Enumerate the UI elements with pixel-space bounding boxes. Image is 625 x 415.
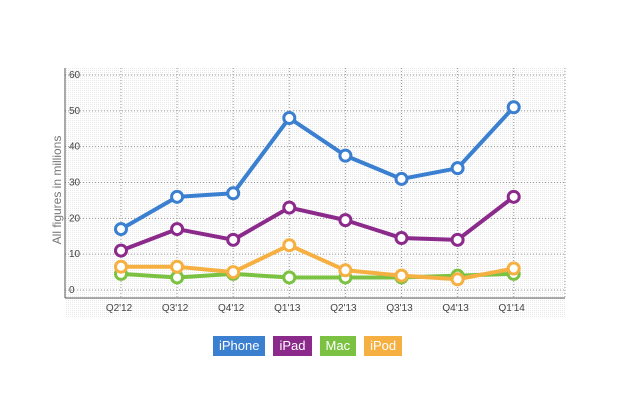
- x-tick-label: Q4'13: [442, 303, 469, 314]
- data-point-iphone[interactable]: [226, 186, 241, 201]
- y-axis-label: All figures in millions: [50, 136, 64, 245]
- data-point-ipad[interactable]: [114, 243, 128, 258]
- data-point-iphone[interactable]: [282, 111, 297, 125]
- data-point-ipad[interactable]: [170, 222, 185, 237]
- y-tick-label: 60: [69, 70, 81, 81]
- axes: 0 10 20 30 40 50 60 Q2'12 Q3'12 Q4'12 Q1'13 Q2'13 Q3…: [64, 68, 565, 314]
- y-tick-label: 50: [69, 106, 81, 117]
- grid: [65, 68, 566, 298]
- series-lines: [119, 105, 516, 282]
- x-tick-label: Q3'13: [386, 303, 413, 314]
- data-point-ipad[interactable]: [450, 232, 465, 247]
- x-tick-label: Q2'12: [106, 303, 133, 314]
- data-point-ipod[interactable]: [450, 272, 465, 287]
- legend-item-iphone[interactable]: iPhone: [213, 336, 266, 356]
- data-point-ipad[interactable]: [506, 189, 521, 204]
- data-point-ipod[interactable]: [170, 259, 185, 274]
- data-point-ipad[interactable]: [282, 200, 297, 215]
- data-point-iphone[interactable]: [114, 222, 128, 237]
- x-tick-label: Q1'13: [274, 303, 301, 314]
- data-point-ipod[interactable]: [506, 261, 521, 276]
- data-point-ipad[interactable]: [394, 231, 409, 246]
- series-line-ipod: [119, 243, 516, 282]
- data-point-ipod[interactable]: [338, 263, 353, 278]
- data-point-iphone[interactable]: [506, 100, 521, 115]
- data-point-iphone[interactable]: [450, 161, 465, 176]
- legend: iPhone iPad Mac iPod: [213, 336, 403, 356]
- x-tick-label: Q4'12: [218, 303, 245, 314]
- data-point-ipod[interactable]: [394, 268, 409, 283]
- data-point-ipad[interactable]: [338, 213, 353, 228]
- y-tick-label: 40: [69, 142, 81, 153]
- data-point-mac[interactable]: [282, 270, 297, 285]
- legend-item-mac[interactable]: Mac: [319, 336, 357, 356]
- x-tick-label: Q2'13: [330, 303, 357, 314]
- data-point-iphone[interactable]: [394, 171, 409, 186]
- legend-item-ipad[interactable]: iPad: [273, 336, 312, 356]
- data-point-ipod[interactable]: [114, 259, 128, 274]
- x-tick-label: Q1'14: [499, 303, 526, 314]
- series-line-iphone: [119, 105, 516, 232]
- series-line-mac: [119, 271, 516, 280]
- x-tick-label: Q3'12: [162, 303, 189, 314]
- plot-background: [65, 68, 565, 318]
- y-tick-label: 10: [69, 249, 81, 260]
- series-points: [114, 100, 521, 287]
- data-point-iphone[interactable]: [338, 148, 353, 163]
- data-point-iphone[interactable]: [170, 189, 185, 204]
- data-point-ipad[interactable]: [226, 232, 241, 247]
- y-tick-label: 0: [69, 285, 75, 296]
- data-point-ipod[interactable]: [282, 238, 297, 253]
- y-tick-label: 30: [69, 178, 81, 189]
- legend-item-ipod[interactable]: iPod: [364, 336, 403, 356]
- data-point-ipod[interactable]: [226, 265, 241, 280]
- series-line-ipad: [119, 194, 516, 253]
- y-tick-label: 20: [69, 213, 81, 224]
